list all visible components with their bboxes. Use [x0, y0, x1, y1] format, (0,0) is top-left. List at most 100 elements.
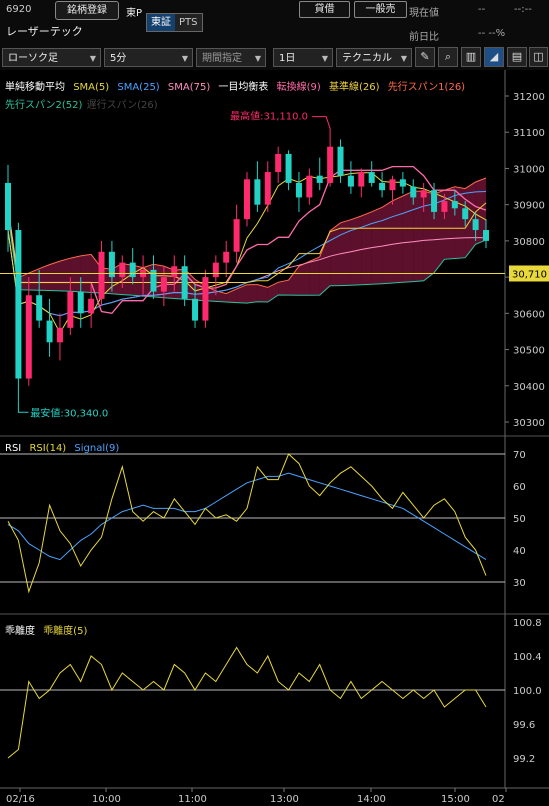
candle-body	[306, 175, 313, 198]
legend-sma5: SMA(5)	[73, 82, 110, 93]
interval-value: 5分	[110, 53, 127, 64]
candle-body	[46, 320, 53, 343]
save-icon[interactable]: ▤	[507, 47, 527, 67]
senkou-span2-line	[7, 215, 487, 304]
stock-name: レーザーテック	[6, 25, 83, 38]
price-axis-label: 31100	[513, 128, 545, 139]
general-sell-button[interactable]: 一般売	[354, 1, 407, 18]
high-label: 最高値:31,110.0	[230, 110, 308, 123]
legend-kijun: 基準線(26)	[328, 82, 380, 93]
price-axis-label: 30300	[513, 418, 545, 429]
chevron-down-icon: ▼	[89, 54, 96, 63]
last-price-tag-bg	[509, 265, 549, 282]
tab-pts[interactable]: PTS	[175, 14, 202, 31]
candle-body	[399, 179, 406, 187]
high-pointer	[312, 116, 331, 129]
period-value: 期間指定	[202, 53, 242, 64]
rsi-axis-label: 30	[513, 578, 526, 589]
candle-body	[472, 219, 479, 231]
candle-body	[15, 230, 22, 379]
time-axis-label: 15:00	[441, 794, 470, 805]
candle-body	[108, 251, 115, 278]
candle-body	[264, 172, 271, 205]
chevron-down-icon: ▼	[400, 54, 407, 63]
prev-ratio-value: -- --%	[478, 28, 506, 39]
pen-icon[interactable]: ✎	[415, 47, 435, 67]
exchange-toggle: 東証 PTS	[146, 13, 203, 32]
candle-body	[295, 182, 302, 198]
day-select[interactable]: 1日 ▼	[273, 48, 333, 67]
legend-rsi14: RSI(14)	[29, 443, 67, 454]
ichimoku-cloud-segment	[236, 284, 247, 304]
sma5-line	[7, 172, 487, 334]
technical-value: テクニカル	[342, 53, 392, 64]
period-select[interactable]: 期間指定 ▼	[196, 48, 266, 67]
header-bar: 6920 銘柄登録 東P 東証 PTS レーザーテック 貸借 一般売 現在値 -…	[0, 0, 549, 45]
legend-ichimoku-title: 一目均衡表	[218, 82, 269, 93]
candle-body	[98, 251, 105, 299]
area-chart-icon[interactable]: ◢	[484, 47, 504, 67]
window-icon[interactable]: ◫	[529, 47, 548, 67]
chart-type-select[interactable]: ローソク足 ▼	[2, 48, 101, 67]
time-axis-label: 14:00	[357, 794, 386, 805]
candle-body	[119, 262, 126, 278]
ichimoku-cloud-segment	[247, 284, 258, 304]
legend-deviation5: 乖離度(5)	[43, 626, 88, 637]
candle-body	[77, 291, 84, 314]
rsi-axis-label: 70	[513, 450, 526, 461]
ichimoku-cloud-segment	[49, 261, 60, 291]
deviation-legend: 乖離度 乖離度(5)	[5, 622, 92, 637]
deviation-axis-label: 100.0	[513, 686, 542, 697]
candle-body	[25, 295, 32, 379]
price-axis-label: 30900	[513, 201, 545, 212]
low-label: 最安値:30,340.0	[30, 406, 108, 419]
rsi-signal-line	[7, 472, 487, 561]
lend-button[interactable]: 貸借	[299, 1, 350, 18]
candle-body	[181, 266, 188, 299]
candle-body	[275, 153, 282, 173]
legend-signal9: Signal(9)	[74, 443, 120, 454]
candle-body	[347, 175, 354, 187]
rsi-axis-label: 50	[513, 514, 526, 525]
candle-body	[171, 266, 178, 278]
register-button[interactable]: 銘柄登録	[55, 1, 119, 20]
day-value: 1日	[279, 53, 296, 64]
current-price-label: 現在値	[409, 8, 439, 19]
candle-body	[327, 146, 334, 183]
candle-body	[420, 190, 427, 198]
ichimoku-cloud-segment	[298, 261, 310, 296]
zoom-icon[interactable]: ⌕	[438, 47, 458, 67]
candle-body	[451, 201, 458, 209]
candle-body	[441, 201, 448, 212]
deviation-line	[7, 646, 487, 759]
chart-type-value: ローソク足	[8, 53, 58, 64]
ichimoku-cloud-segment	[278, 280, 289, 296]
time-axis-label: 10:00	[92, 794, 121, 805]
ichimoku-cloud-segment	[257, 284, 268, 302]
candle-body	[5, 182, 11, 231]
price-axis-label: 30600	[513, 309, 545, 320]
legend-senkou2: 先行スパン2(52)	[5, 100, 83, 111]
chevron-down-icon: ▼	[181, 54, 188, 63]
candle-body	[254, 179, 261, 205]
chart-area[interactable]: 3120031100310003090030800307003060030500…	[0, 70, 549, 806]
ichimoku-cloud-segment	[309, 256, 320, 296]
ichimoku-cloud-segment	[402, 191, 414, 283]
chevron-down-icon: ▼	[321, 54, 328, 63]
interval-select[interactable]: 5分 ▼	[104, 48, 193, 67]
volume-bars-icon[interactable]: ▥	[461, 47, 481, 67]
price-axis-label: 30800	[513, 237, 545, 248]
legend-chikou: 遅行スパン(26)	[86, 100, 158, 111]
candle-body	[56, 327, 63, 343]
tab-tse[interactable]: 東証	[147, 14, 175, 31]
ichimoku-cloud-segment	[28, 268, 40, 291]
price-axis-label: 30400	[513, 382, 545, 393]
candle-body	[285, 153, 292, 183]
candle-body	[483, 230, 489, 241]
ichimoku-cloud-segment	[423, 191, 435, 281]
candle-body	[244, 179, 250, 220]
ichimoku-cloud-segment	[215, 290, 227, 303]
ichimoku-cloud-segment	[382, 200, 393, 284]
candle-body	[36, 295, 43, 321]
technical-select[interactable]: テクニカル ▼	[336, 48, 412, 67]
